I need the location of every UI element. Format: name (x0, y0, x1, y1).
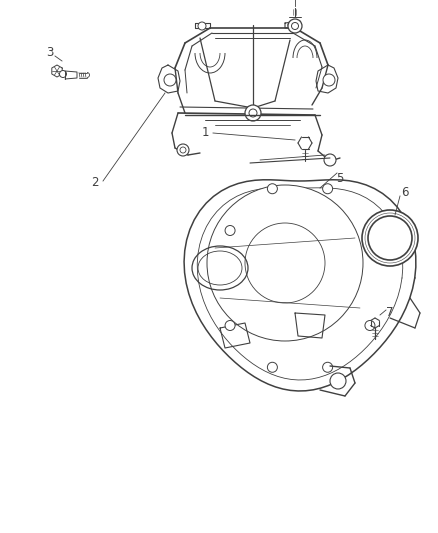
Circle shape (213, 191, 357, 335)
Circle shape (245, 223, 325, 303)
Circle shape (292, 22, 299, 29)
Text: 6: 6 (401, 187, 409, 199)
Circle shape (362, 210, 418, 266)
Text: 7: 7 (386, 306, 394, 319)
Circle shape (323, 74, 335, 86)
Text: 2: 2 (91, 176, 99, 190)
Circle shape (198, 22, 206, 30)
Circle shape (267, 362, 277, 372)
Circle shape (330, 373, 346, 389)
Circle shape (177, 144, 189, 156)
Text: 5: 5 (336, 172, 344, 184)
Text: 1: 1 (201, 126, 209, 140)
Circle shape (323, 362, 332, 372)
Circle shape (225, 320, 235, 330)
Circle shape (323, 184, 332, 193)
Circle shape (164, 74, 176, 86)
Circle shape (288, 19, 302, 33)
Circle shape (368, 216, 412, 260)
Circle shape (60, 70, 67, 77)
Text: 3: 3 (46, 46, 54, 60)
Circle shape (324, 154, 336, 166)
Circle shape (225, 225, 235, 236)
Circle shape (267, 184, 277, 193)
Circle shape (245, 105, 261, 121)
Circle shape (207, 185, 363, 341)
Circle shape (249, 109, 257, 117)
Circle shape (180, 147, 186, 153)
Circle shape (288, 21, 296, 29)
Circle shape (250, 228, 320, 298)
Circle shape (365, 225, 375, 236)
Circle shape (365, 320, 375, 330)
